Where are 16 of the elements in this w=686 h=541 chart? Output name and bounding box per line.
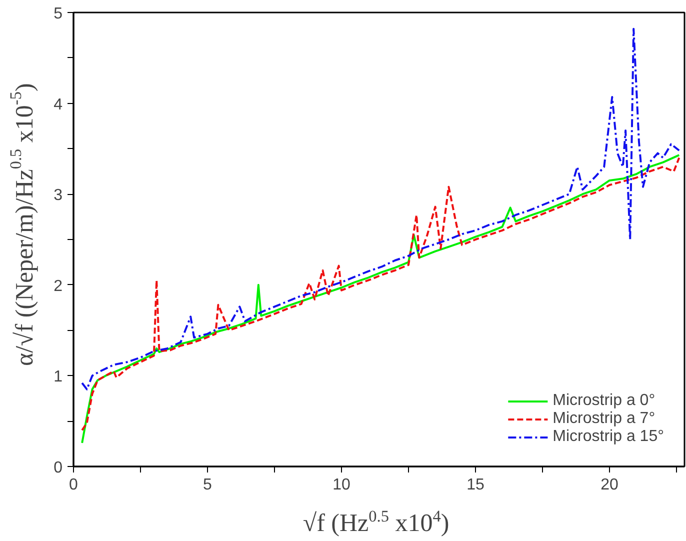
y-tick-label: 0 bbox=[54, 460, 63, 476]
x-tick-label: 15 bbox=[466, 476, 484, 494]
legend-label: Microstrip a 0° bbox=[552, 392, 656, 410]
x-tick-label: 20 bbox=[600, 476, 618, 494]
x-tick-label: 10 bbox=[332, 476, 350, 494]
y-tick-label: 3 bbox=[54, 187, 63, 204]
line-series bbox=[81, 28, 680, 390]
x-tick-label: 0 bbox=[69, 476, 78, 494]
xlabel: √f (Hz$^{0.5}$ x10$^{4}$) bbox=[302, 510, 450, 538]
legend-label: Microstrip a 7° bbox=[552, 410, 656, 428]
y-tick-label: 2 bbox=[54, 278, 63, 295]
y-tick-label: 1 bbox=[54, 368, 63, 386]
x-tick-label: 5 bbox=[203, 476, 212, 494]
legend-label: Microstrip a 15° bbox=[552, 428, 664, 446]
y-tick-label: 5 bbox=[54, 6, 63, 22]
y-tick-label: 4 bbox=[54, 96, 63, 114]
